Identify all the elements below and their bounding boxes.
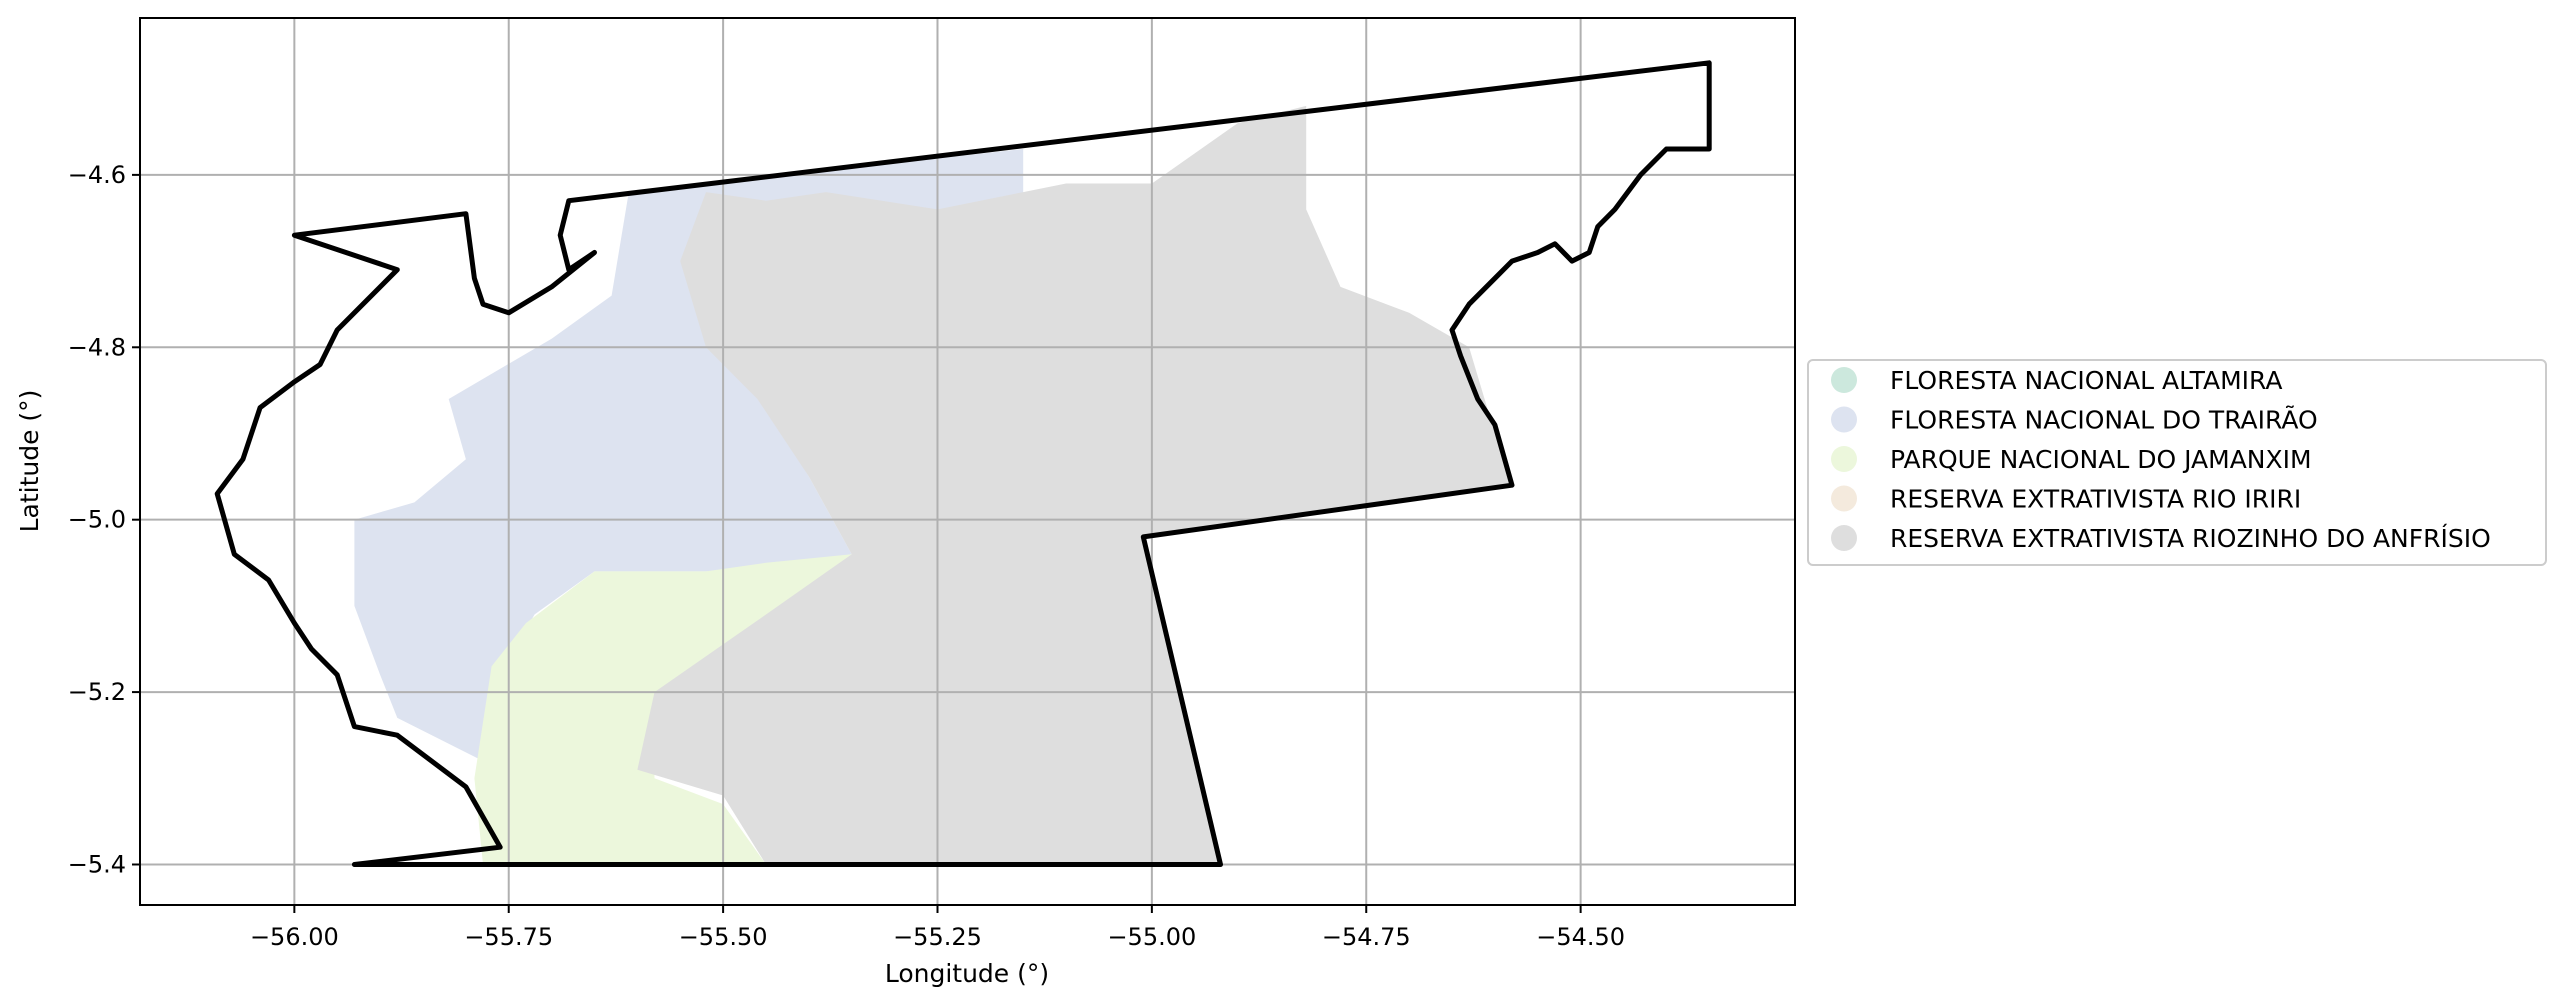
x-tick-label-3: −55.25 [893, 923, 982, 951]
x-tick-label-4: −55.00 [1107, 923, 1196, 951]
area-0 [354, 149, 1024, 761]
y-tick-label-4: −5.4 [68, 850, 126, 878]
x-tick-label-5: −54.75 [1322, 923, 1411, 951]
legend-label-1: FLORESTA NACIONAL DO TRAIRÃO [1890, 405, 2318, 435]
legend-marker-2 [1831, 446, 1857, 472]
protected-areas-layer [354, 105, 1512, 865]
legend: FLORESTA NACIONAL ALTAMIRA FLORESTA NACIO… [1807, 359, 2547, 566]
x-tick-label-6: −54.50 [1536, 923, 1625, 951]
y-tick-label-0: −4.6 [68, 161, 126, 189]
x-tick-label-0: −56.00 [250, 923, 339, 951]
y-tick-label-1: −4.8 [68, 333, 126, 361]
legend-marker-0 [1831, 367, 1857, 393]
legend-label-4: RESERVA EXTRATIVISTA RIOZINHO DO ANFRÍSI… [1890, 524, 2491, 553]
y-axis-ticks: −4.6 −4.8 −5.0 −5.2 −5.4 [68, 161, 140, 878]
legend-marker-4 [1831, 525, 1857, 551]
legend-marker-3 [1831, 485, 1857, 512]
x-axis-label: Longitude (°) [885, 959, 1049, 988]
area-2 [637, 105, 1512, 865]
plot-frame [139, 17, 1796, 906]
legend-frame [1807, 359, 2547, 566]
boundary-layer [214, 60, 1712, 867]
y-axis-label: Latitude (°) [15, 390, 44, 533]
plot-area [139, 17, 1796, 906]
y-tick-label-2: −5.0 [68, 506, 126, 534]
x-tick-label-2: −55.50 [679, 923, 768, 951]
x-tick-label-1: −55.75 [464, 923, 553, 951]
x-axis-ticks: −56.00 −55.75 −55.50 −55.25 −55.00 −54.75 −54.… [250, 905, 1625, 951]
boundary-outline [214, 60, 1712, 867]
legend-marker-1 [1831, 406, 1857, 433]
legend-label-2: PARQUE NACIONAL DO JAMANXIM [1890, 445, 2312, 474]
legend-items: FLORESTA NACIONAL ALTAMIRA FLORESTA NACIO… [1831, 366, 2491, 553]
y-tick-label-3: −5.2 [68, 678, 126, 706]
legend-label-3: RESERVA EXTRATIVISTA RIO IRIRI [1890, 485, 2301, 514]
legend-label-0: FLORESTA NACIONAL ALTAMIRA [1890, 366, 2282, 395]
